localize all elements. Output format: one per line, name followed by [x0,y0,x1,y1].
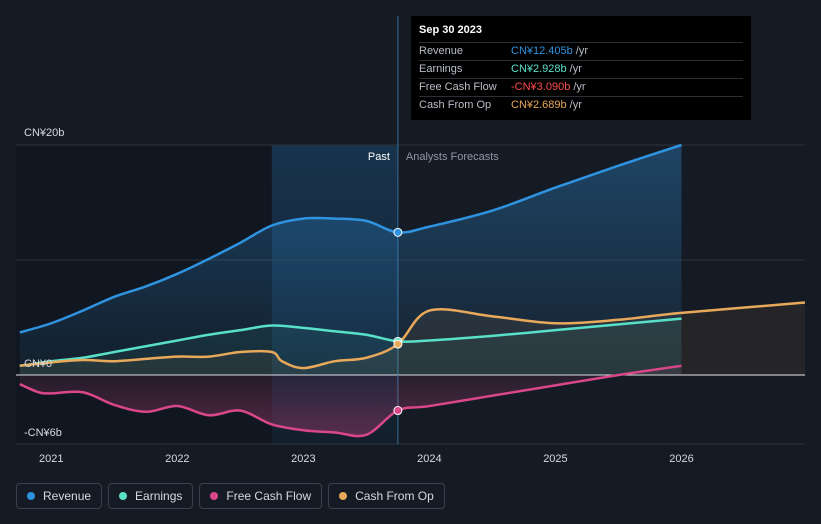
y-label-zero: CN¥0 [24,358,52,370]
tooltip-row-revenue: Revenue CN¥12.405b /yr [419,42,743,60]
tooltip-unit: /yr [569,63,582,75]
free-cash-flow-area [19,365,682,437]
forecast-label: Analysts Forecasts [406,151,499,163]
legend-item-earnings[interactable]: Earnings [108,483,194,509]
y-label-top: CN¥20b [24,127,64,139]
legend: Revenue Earnings Free Cash Flow Cash Fro… [16,483,445,509]
free-cash-flow-marker [393,406,403,416]
tooltip-unit: /yr [573,81,586,93]
tooltip-value: -CN¥3.090b [511,81,571,93]
legend-label: Cash From Op [355,489,434,503]
tooltip-value: CN¥2.928b [511,63,567,75]
tooltip-row-cash-from-op: Cash From Op CN¥2.689b /yr [419,96,743,114]
tooltip-label: Revenue [419,45,464,57]
free-cash-flow-line [19,364,682,438]
legend-item-cash-from-op[interactable]: Cash From Op [328,483,445,509]
x-tick-label: 2021 [39,453,63,465]
revenue-marker [393,227,403,237]
legend-label: Earnings [135,489,183,503]
tooltip-label: Free Cash Flow [419,81,497,93]
earnings-line [19,317,682,368]
x-tick-label: 2024 [417,453,441,465]
legend-dot-icon [210,492,219,500]
x-tick-label: 2026 [669,453,693,465]
legend-dot-icon [119,492,128,500]
y-label-bottom: -CN¥6b [24,427,62,439]
legend-item-free-cash-flow[interactable]: Free Cash Flow [199,483,323,509]
tooltip-value: CN¥2.689b [511,99,567,111]
tooltip-unit: /yr [575,45,589,57]
tooltip-label: Cash From Op [419,99,492,111]
tooltip-row-earnings: Earnings CN¥2.928b /yr [419,60,743,78]
legend-dot-icon [339,492,348,500]
tooltip: Sep 30 2023 Revenue CN¥12.405b /yr Earni… [411,16,751,120]
x-tick-label: 2022 [165,453,189,465]
revenue-line [19,143,682,334]
tooltip-label: Earnings [419,63,463,75]
tooltip-date: Sep 30 2023 [419,24,482,36]
x-tick-label: 2025 [543,453,567,465]
tooltip-unit: /yr [569,99,582,111]
legend-dot-icon [27,492,35,500]
legend-label: Free Cash Flow [226,489,312,503]
cash-from-op-line [19,301,806,370]
legend-label: Revenue [43,489,92,503]
tooltip-value: CN¥12.405b [511,45,573,57]
tooltip-row-free-cash-flow: Free Cash Flow -CN¥3.090b /yr [419,78,743,96]
earnings-area [19,318,682,375]
legend-item-revenue[interactable]: Revenue [16,483,103,509]
x-tick-label: 2023 [291,453,315,465]
past-label: Past [368,151,390,163]
cash-from-op-marker [393,339,403,349]
